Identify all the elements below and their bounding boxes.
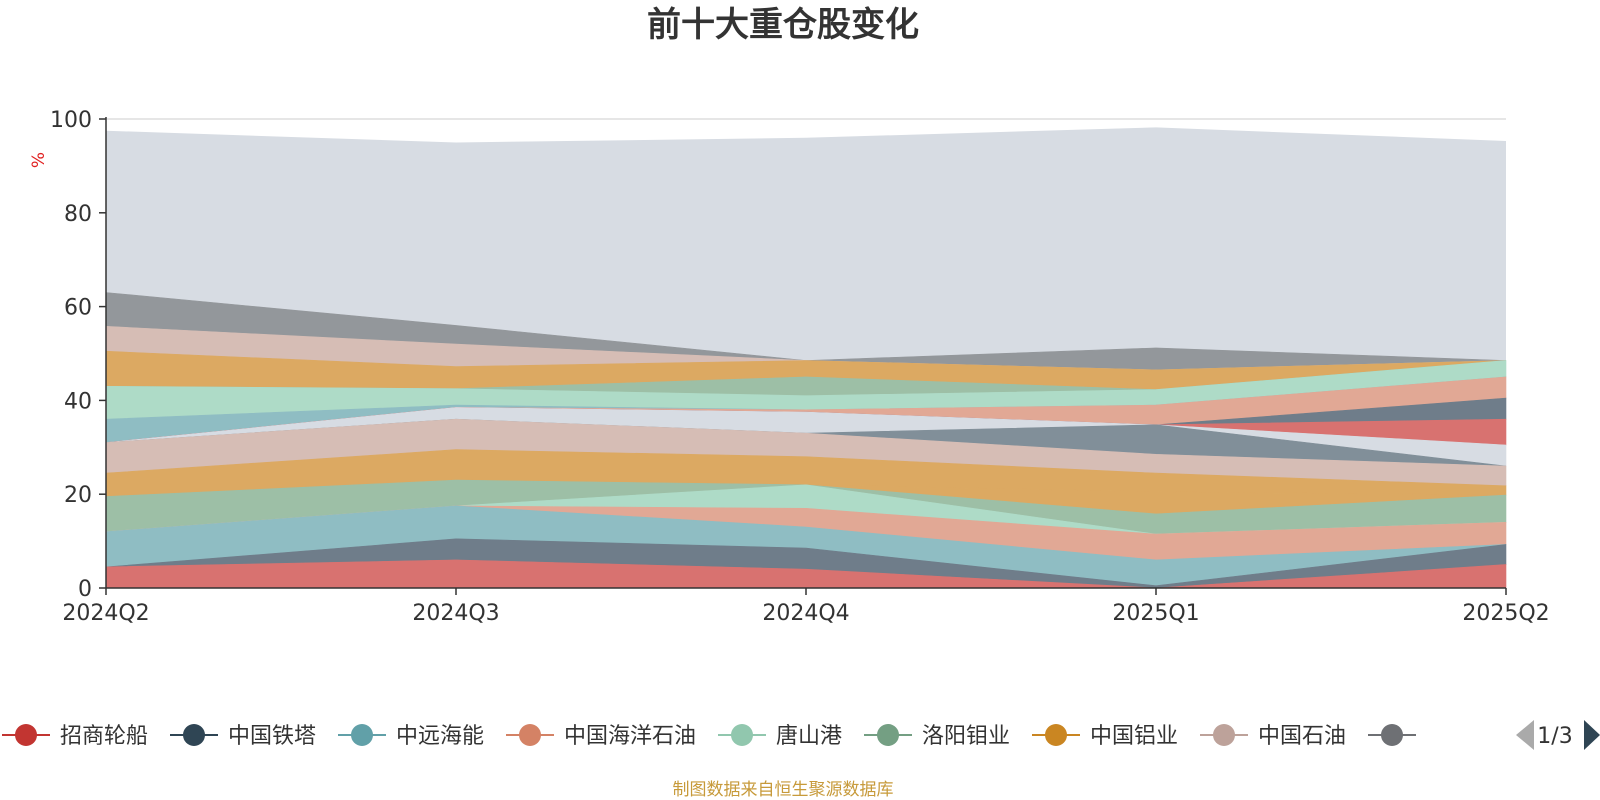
y-tick-label: 100 [50, 108, 92, 133]
legend-item[interactable]: 中国海洋石油 [506, 724, 696, 749]
x-tick-label: 2024Q3 [412, 601, 499, 626]
legend-marker [877, 724, 899, 746]
legend-label: 招商轮船 [60, 724, 148, 749]
legend-item[interactable]: 招商轮船 [2, 724, 148, 749]
legend: 招商轮船 中国铁塔 中远海能 中国海洋石油 唐山港 洛阳钼业 中国铝业 中国石油 [2, 724, 1416, 749]
legend-prev-icon[interactable] [1516, 720, 1534, 750]
legend-item[interactable]: 中国铝业 [1032, 724, 1178, 749]
y-tick-label: 0 [78, 577, 92, 602]
legend-label: 洛阳钼业 [922, 724, 1010, 749]
legend-label: 中国铝业 [1090, 724, 1178, 749]
legend-label: 中国石油 [1258, 724, 1346, 749]
legend-item[interactable]: 唐山港 [718, 724, 842, 749]
legend-item[interactable] [1368, 724, 1416, 746]
legend-marker [1045, 724, 1067, 746]
legend-label: 中远海能 [396, 724, 484, 749]
x-tick-label: 2024Q2 [62, 601, 149, 626]
chart-title: 前十大重仓股变化 [647, 5, 919, 45]
y-tick-label: 40 [64, 389, 92, 414]
source-note: 制图数据来自恒生聚源数据库 [673, 780, 894, 800]
legend-item[interactable]: 中国石油 [1200, 724, 1346, 749]
x-tick-label: 2025Q2 [1462, 601, 1549, 626]
legend-label: 唐山港 [776, 724, 842, 749]
legend-marker [351, 724, 373, 746]
legend-page-indicator: 1/3 [1537, 724, 1572, 749]
legend-marker [183, 724, 205, 746]
legend-marker [519, 724, 541, 746]
y-tick-label: 80 [64, 202, 92, 227]
area-series [105, 127, 1507, 589]
legend-marker [15, 724, 37, 746]
legend-label: 中国海洋石油 [564, 724, 696, 749]
legend-pager: 1/3 [1516, 720, 1600, 750]
area-band [106, 127, 1506, 361]
x-tick-label: 2025Q1 [1112, 601, 1199, 626]
axes: 0 20 40 60 80 100 2024Q2 2024Q3 2024Q4 2025Q1 2025… [50, 108, 1550, 626]
legend-marker [1213, 724, 1235, 746]
legend-item[interactable]: 中国铁塔 [170, 724, 316, 749]
y-axis-label: % [29, 152, 49, 168]
legend-marker [1381, 724, 1403, 746]
x-tick-label: 2024Q4 [762, 601, 849, 626]
legend-marker [731, 724, 753, 746]
legend-item[interactable]: 洛阳钼业 [864, 724, 1010, 749]
y-tick-label: 20 [64, 483, 92, 508]
legend-next-icon[interactable] [1584, 720, 1600, 750]
y-tick-label: 60 [64, 296, 92, 321]
legend-item[interactable]: 中远海能 [338, 724, 484, 749]
legend-label: 中国铁塔 [228, 724, 316, 749]
